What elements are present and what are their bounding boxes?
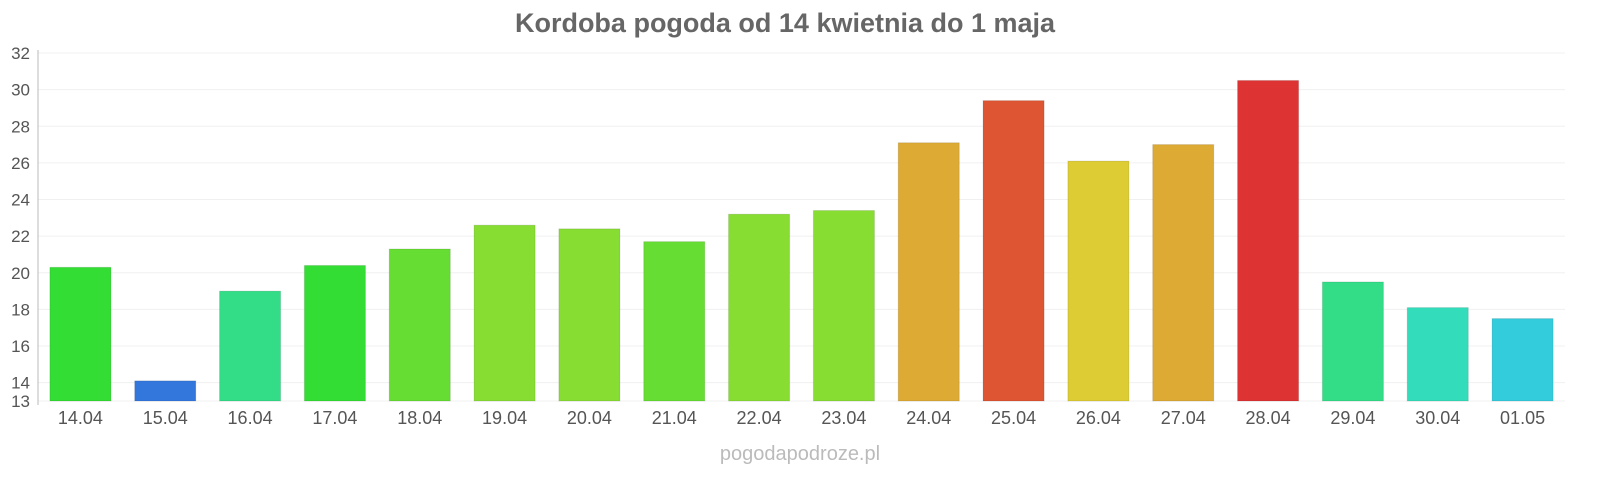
x-tick-label: 23.04: [821, 408, 866, 428]
x-tick-label: 17.04: [312, 408, 357, 428]
bar-26.04: [1067, 160, 1130, 402]
bar-30.04: [1406, 307, 1469, 402]
x-tick-label: 18.04: [397, 408, 442, 428]
bar-22.04: [728, 213, 791, 402]
chart-title: Kordoba pogoda od 14 kwietnia do 1 maja: [515, 8, 1056, 38]
bar-21.04: [643, 241, 706, 402]
x-tick-label: 22.04: [737, 408, 782, 428]
x-tick-label: 20.04: [567, 408, 612, 428]
y-tick-label: 20: [11, 264, 30, 283]
x-tick-label: 30.04: [1415, 408, 1460, 428]
bar-17.04: [303, 264, 366, 402]
x-tick-label: 15.04: [143, 408, 188, 428]
y-tick-label: 18: [11, 300, 30, 319]
x-tick-label: 21.04: [652, 408, 697, 428]
y-tick-label: 24: [11, 191, 30, 210]
x-tick-label: 01.05: [1500, 408, 1545, 428]
x-tick-label: 27.04: [1161, 408, 1206, 428]
credit-text: pogodapodroze.pl: [720, 443, 880, 465]
bar-18.04: [388, 248, 451, 402]
bar-15.04: [134, 380, 197, 402]
x-tick-label: 28.04: [1246, 408, 1291, 428]
y-tick-label: 26: [11, 154, 30, 173]
bar-01.05: [1491, 318, 1554, 402]
x-tick-label: 29.04: [1330, 408, 1375, 428]
y-tick-label: 32: [11, 44, 30, 63]
x-tick-label: 26.04: [1076, 408, 1121, 428]
bar-19.04: [473, 224, 536, 402]
y-tick-label: 28: [11, 117, 30, 136]
x-tick-label: 14.04: [58, 408, 103, 428]
bar-23.04: [812, 210, 875, 402]
y-tick-label: 14: [11, 374, 30, 393]
x-tick-label: 24.04: [906, 408, 951, 428]
bar-29.04: [1321, 281, 1384, 402]
x-tick-label: 25.04: [991, 408, 1036, 428]
bar-14.04: [49, 266, 112, 402]
y-tick-label: 22: [11, 227, 30, 246]
bar-27.04: [1152, 144, 1215, 402]
y-tick-label: 16: [11, 337, 30, 356]
bar-20.04: [558, 228, 621, 402]
y-tick-label: 13: [11, 392, 30, 411]
y-tick-label: 30: [11, 81, 30, 100]
x-tick-label: 16.04: [228, 408, 273, 428]
x-tick-label: 19.04: [482, 408, 527, 428]
bar-28.04: [1237, 79, 1300, 402]
bar-16.04: [219, 290, 282, 402]
bar-25.04: [982, 100, 1045, 402]
bar-24.04: [897, 142, 960, 402]
